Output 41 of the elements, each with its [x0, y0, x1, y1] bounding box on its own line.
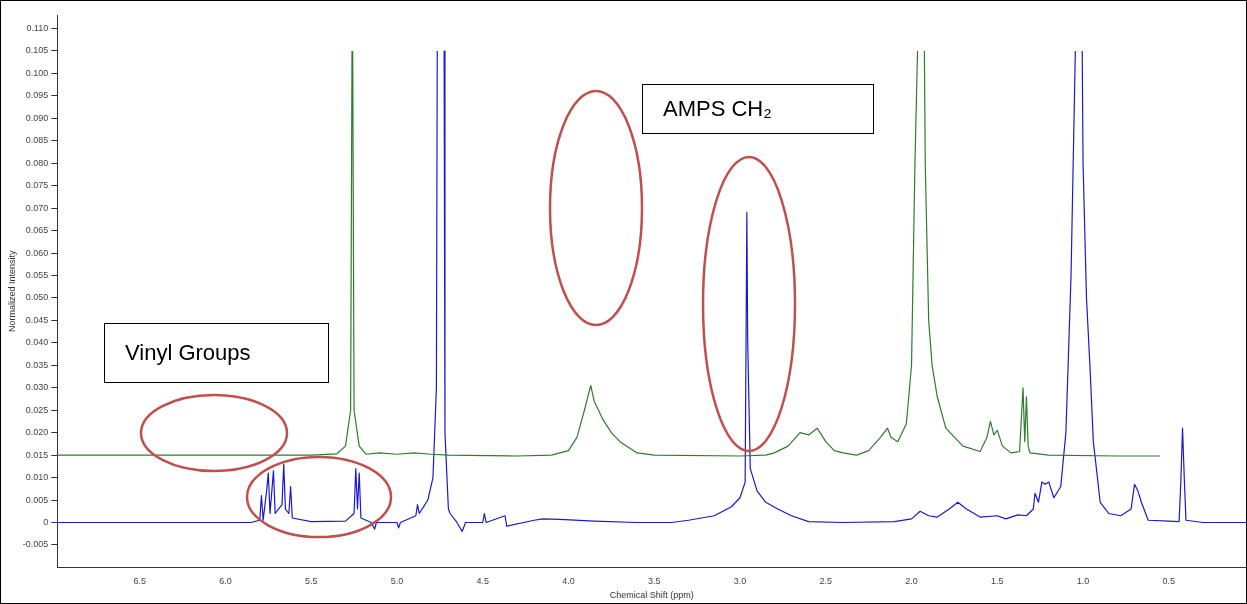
x-axis-title: Chemical Shift (ppm) [609, 590, 694, 601]
y-tick-label: 0.015 [25, 449, 49, 460]
y-tick-label: 0.110 [26, 22, 49, 33]
y-tick-label: 0.075 [25, 180, 49, 191]
x-tick-label: 3.5 [647, 576, 661, 587]
y-tick-label: 0.005 [25, 494, 49, 505]
annotation: AMPS CH₂ [642, 84, 874, 134]
x-tick-label: 3.0 [733, 576, 747, 587]
y-tick-label: 0.085 [25, 135, 49, 146]
x-tick-label: 6.0 [219, 576, 232, 587]
y-tick-label: 0.065 [25, 225, 49, 236]
y-tick-label: 0.050 [25, 292, 49, 303]
y-tick-label: 0.095 [25, 90, 49, 101]
y-tick-label: 0.035 [25, 359, 49, 370]
y-tick-label: 0.020 [25, 427, 49, 438]
x-tick-label: 1.0 [1076, 576, 1090, 587]
y-tick-label: 0.030 [25, 382, 49, 393]
y-tick-label: -0.005 [22, 539, 49, 550]
y-tick-label: 0.045 [25, 314, 49, 325]
y-tick-label: 0.080 [25, 157, 49, 168]
y-tick-label: 0.090 [25, 112, 49, 123]
y-tick-label: 0.060 [25, 247, 49, 258]
y-tick-label: 0.100 [25, 67, 49, 78]
y-tick-label: 0.070 [25, 202, 49, 213]
y-axis-title: Normalized Intensity [6, 249, 17, 332]
x-tick-label: 6.5 [133, 576, 146, 587]
x-tick-label: 2.5 [819, 576, 833, 587]
x-tick-label: 1.5 [991, 576, 1004, 587]
y-tick-label: 0.040 [25, 337, 49, 348]
x-tick-label: 4.0 [562, 576, 575, 587]
x-tick-label: 0.5 [1162, 576, 1176, 587]
annotation: Vinyl Groups [104, 323, 329, 383]
y-tick-label: 0.010 [25, 472, 49, 483]
x-tick-label: 2.0 [905, 576, 918, 587]
y-tick-label: 0 [43, 516, 49, 527]
y-tick-label: 0.105 [25, 45, 49, 56]
x-tick-label: 5.5 [304, 576, 318, 587]
x-tick-label: 5.0 [390, 576, 404, 587]
y-tick-label: 0.025 [25, 404, 49, 415]
x-tick-label: 4.5 [476, 576, 489, 587]
y-tick-label: 0.055 [25, 269, 49, 280]
